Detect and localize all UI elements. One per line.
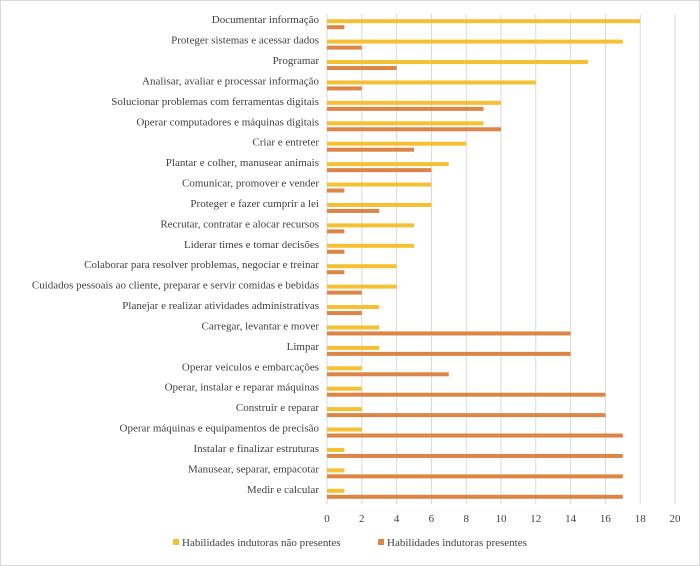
- x-tick-label: 16: [600, 513, 612, 525]
- bar-nao-presentes: [327, 121, 484, 126]
- bar-presentes: [327, 45, 362, 50]
- category-label: Operar veículos e embarcações: [182, 361, 319, 373]
- category-label: Proteger sistemas e acessar dados: [171, 35, 319, 47]
- category-labels: Documentar informação Proteger sistemas e…: [32, 14, 320, 496]
- category-label: Medir e calcular: [247, 484, 319, 496]
- category-label: Comunicar, promover e vender: [182, 178, 319, 190]
- x-tick-labels: 0 2 4 6 8 10 12 14 16 18 20: [324, 513, 681, 525]
- x-tick-label: 6: [429, 513, 435, 525]
- category-label: Liderar times e tomar decisões: [184, 239, 319, 251]
- bar-nao-presentes: [327, 366, 362, 371]
- category-label: Cuidados pessoais ao cliente, preparar e…: [32, 280, 319, 292]
- bar-nao-presentes: [327, 182, 432, 187]
- category-label: Analisar, avaliar e processar informação: [142, 75, 319, 87]
- category-label: Solucionar problemas com ferramentas dig…: [111, 96, 319, 108]
- bar-presentes: [327, 433, 623, 438]
- category-label: Criar e entreter: [252, 137, 319, 149]
- bar-nao-presentes: [327, 80, 536, 85]
- category-label: Programar: [273, 55, 320, 67]
- category-label: Colaborar para resolver problemas, negoc…: [84, 259, 319, 271]
- x-tick-label: 18: [635, 513, 647, 525]
- category-label: Instalar e finalizar estruturas: [193, 443, 319, 455]
- bar-nao-presentes: [327, 100, 501, 105]
- bar-nao-presentes: [327, 19, 641, 24]
- category-label: Planejar e realizar atividades administr…: [122, 300, 319, 312]
- legend-swatch: [378, 539, 384, 545]
- bar-presentes: [327, 290, 362, 295]
- bar-nao-presentes: [327, 386, 362, 391]
- bar-presentes: [327, 168, 432, 173]
- bar-presentes: [327, 372, 449, 377]
- x-tick-label: 14: [565, 513, 577, 525]
- bar-presentes: [327, 86, 362, 91]
- bar-nao-presentes: [327, 325, 380, 330]
- legend-label: Habilidades indutoras presentes: [387, 537, 527, 549]
- category-label: Plantar e colher, manusear animais: [166, 157, 319, 169]
- bar-presentes: [327, 474, 623, 479]
- legend: Habilidades indutoras não presentes Habil…: [173, 537, 527, 549]
- bar-nao-presentes: [327, 407, 362, 412]
- bar-nao-presentes: [327, 447, 345, 452]
- bar-nao-presentes: [327, 243, 414, 248]
- bar-nao-presentes: [327, 141, 467, 146]
- bar-presentes: [327, 392, 606, 397]
- category-label: Recrutar, contratar e alocar recursos: [160, 218, 319, 230]
- category-label: Operar máquinas e equipamentos de precis…: [120, 423, 320, 435]
- bar-presentes: [327, 270, 345, 275]
- category-label: Operar, instalar e reparar máquinas: [165, 382, 319, 394]
- bar-nao-presentes: [327, 284, 397, 289]
- bar-nao-presentes: [327, 488, 345, 493]
- bar-presentes: [327, 331, 571, 336]
- x-tick-label: 10: [496, 513, 508, 525]
- bar-presentes: [327, 413, 606, 418]
- bar-presentes: [327, 106, 484, 111]
- bar-presentes: [327, 208, 380, 213]
- bar-nao-presentes: [327, 223, 414, 228]
- bar-presentes: [327, 453, 623, 458]
- bar-nao-presentes: [327, 305, 380, 310]
- category-label: Carregar, levantar e mover: [202, 320, 320, 332]
- category-label: Limpar: [287, 341, 320, 353]
- bar-nao-presentes: [327, 60, 588, 65]
- bar-presentes: [327, 127, 501, 132]
- legend-swatch: [173, 539, 179, 545]
- bar-nao-presentes: [327, 162, 449, 167]
- bar-presentes: [327, 351, 571, 356]
- bar-presentes: [327, 494, 623, 499]
- bar-nao-presentes: [327, 264, 397, 269]
- legend-label: Habilidades indutoras não presentes: [182, 537, 341, 549]
- x-tick-label: 20: [670, 513, 682, 525]
- x-tick-label: 2: [359, 513, 365, 525]
- x-tick-label: 4: [394, 513, 400, 525]
- category-label: Documentar informação: [212, 14, 320, 26]
- bar-presentes: [327, 66, 397, 71]
- bar-presentes: [327, 188, 345, 193]
- bar-nao-presentes: [327, 345, 380, 350]
- category-label: Proteger e fazer cumprir a lei: [190, 198, 319, 210]
- bar-nao-presentes: [327, 427, 362, 432]
- bar-nao-presentes: [327, 202, 432, 207]
- x-tick-label: 8: [463, 513, 469, 525]
- bars: [327, 19, 641, 499]
- x-tick-label: 12: [530, 513, 541, 525]
- bar-presentes: [327, 147, 414, 152]
- category-label: Manusear, separar, empacotar: [188, 463, 319, 475]
- bar-presentes: [327, 229, 345, 234]
- bar-nao-presentes: [327, 39, 623, 44]
- bar-presentes: [327, 25, 345, 30]
- bar-presentes: [327, 249, 345, 254]
- gridlines: [326, 14, 676, 504]
- bar-nao-presentes: [327, 468, 345, 473]
- category-label: Construir e reparar: [236, 402, 319, 414]
- bar-presentes: [327, 311, 362, 316]
- category-label: Operar computadores e máquinas digitais: [136, 116, 319, 128]
- x-tick-label: 0: [324, 513, 330, 525]
